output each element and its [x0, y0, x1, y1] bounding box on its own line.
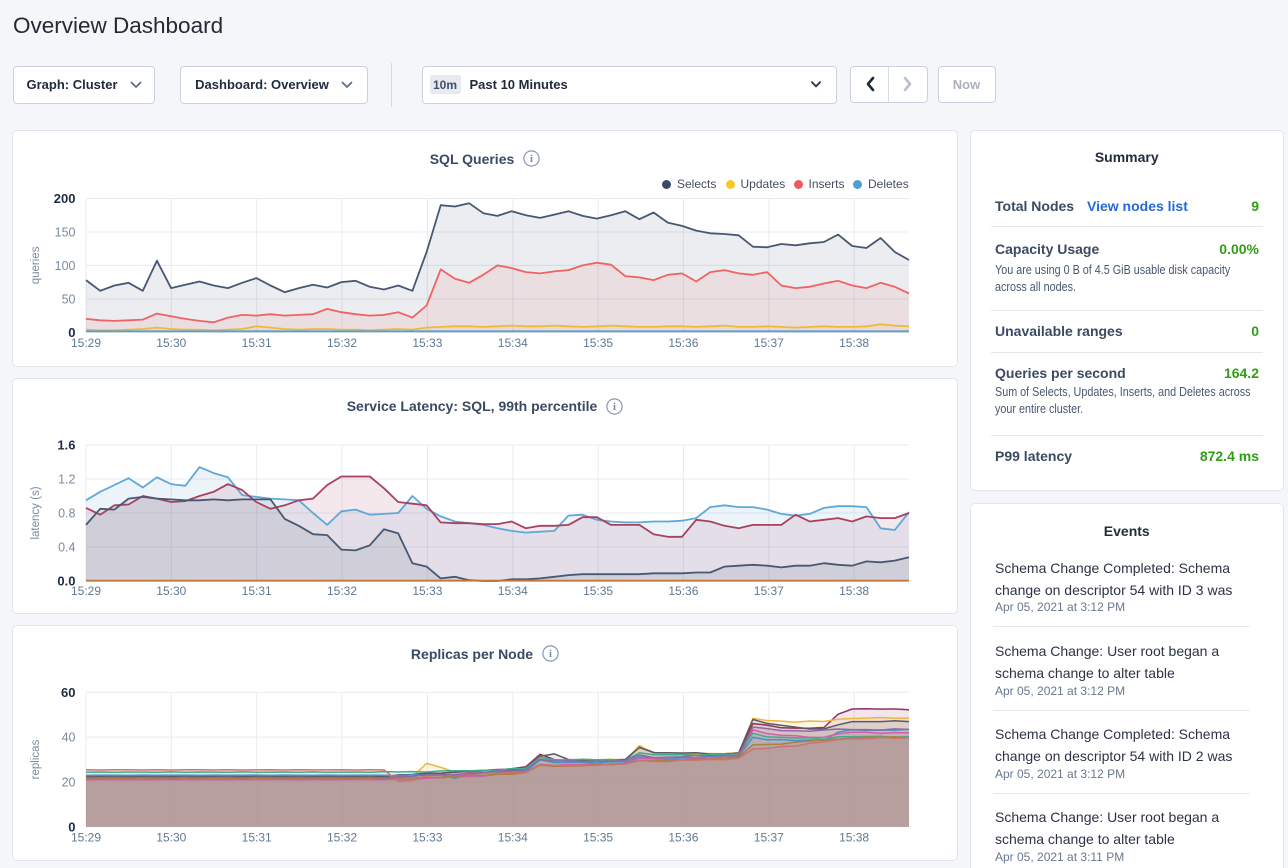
svg-text:15:36: 15:36	[668, 831, 698, 845]
svg-text:15:33: 15:33	[412, 336, 442, 350]
svg-text:15:35: 15:35	[583, 831, 613, 845]
svg-text:60: 60	[61, 685, 75, 700]
svg-text:15:38: 15:38	[839, 336, 869, 350]
svg-text:1.2: 1.2	[58, 472, 75, 486]
svg-text:15:30: 15:30	[156, 584, 186, 598]
svg-text:15:36: 15:36	[668, 584, 698, 598]
svg-text:0.4: 0.4	[58, 540, 75, 554]
svg-text:15:33: 15:33	[412, 831, 442, 845]
svg-text:0.8: 0.8	[58, 506, 75, 520]
svg-text:15:29: 15:29	[71, 584, 101, 598]
svg-text:0: 0	[68, 325, 75, 340]
svg-text:15:35: 15:35	[583, 584, 613, 598]
svg-text:i: i	[549, 649, 552, 660]
svg-text:15:37: 15:37	[754, 336, 784, 350]
svg-text:15:34: 15:34	[498, 584, 528, 598]
svg-text:15:31: 15:31	[242, 336, 272, 350]
svg-text:15:33: 15:33	[412, 584, 442, 598]
svg-text:15:30: 15:30	[156, 336, 186, 350]
svg-text:i: i	[530, 154, 533, 165]
svg-text:15:29: 15:29	[71, 336, 101, 350]
svg-text:50: 50	[62, 292, 76, 306]
svg-text:i: i	[613, 402, 616, 413]
svg-text:replicas: replicas	[30, 739, 42, 779]
svg-text:1.6: 1.6	[57, 437, 75, 452]
svg-text:20: 20	[62, 776, 76, 790]
svg-text:0.0: 0.0	[57, 573, 75, 588]
svg-text:latency (s): latency (s)	[30, 486, 42, 539]
svg-text:15:36: 15:36	[668, 336, 698, 350]
svg-text:15:32: 15:32	[327, 831, 357, 845]
svg-text:15:35: 15:35	[583, 336, 613, 350]
svg-text:0: 0	[68, 819, 75, 834]
svg-text:15:31: 15:31	[242, 584, 272, 598]
svg-text:15:31: 15:31	[242, 831, 272, 845]
svg-text:100: 100	[55, 259, 76, 273]
svg-text:15:34: 15:34	[498, 831, 528, 845]
svg-text:15:30: 15:30	[156, 831, 186, 845]
svg-text:15:37: 15:37	[754, 584, 784, 598]
svg-text:15:34: 15:34	[498, 336, 528, 350]
svg-text:15:38: 15:38	[839, 584, 869, 598]
svg-text:15:37: 15:37	[754, 831, 784, 845]
svg-text:15:38: 15:38	[839, 831, 869, 845]
svg-text:15:32: 15:32	[327, 336, 357, 350]
svg-text:200: 200	[54, 191, 76, 206]
svg-text:queries: queries	[30, 246, 42, 284]
svg-text:15:32: 15:32	[327, 584, 357, 598]
svg-text:15:29: 15:29	[71, 831, 101, 845]
svg-text:150: 150	[55, 226, 76, 240]
svg-text:40: 40	[62, 731, 76, 745]
